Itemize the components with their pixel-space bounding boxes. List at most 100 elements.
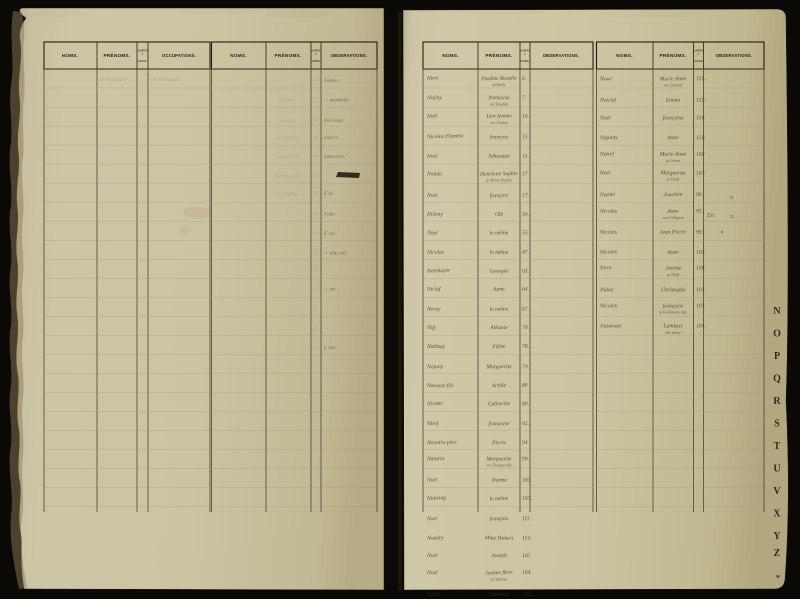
svg-text:ip Sutily: ip Sutily [493,83,506,87]
svg-text:françois: françois [490,133,508,140]
svg-text:55.: 55. [522,230,529,236]
svg-text:vve Doublet: vve Doublet [490,102,510,106]
svg-text:N: N [773,306,781,317]
svg-text:Noel: Noel [426,113,438,119]
svg-text:NUMÉRO: NUMÉRO [311,50,322,53]
svg-text:103.: 103. [522,477,532,483]
svg-text:101.: 101. [696,287,706,293]
svg-text:99.: 99. [696,230,703,236]
svg-text:90.: 90. [522,401,529,407]
svg-text:67.: 67. [522,306,529,312]
svg-text:R: R [773,396,781,407]
svg-text:OCCUPATIONS.: OCCUPATIONS. [162,53,196,58]
svg-text:P: P [774,351,780,362]
svg-text:Jeanne flore: Jeanne flore [485,569,513,577]
svg-text:95.: 95. [696,209,703,215]
svg-text:103.: 103. [696,250,706,256]
svg-text:Lambert: Lambert [662,323,683,329]
svg-text:107.: 107. [522,496,532,502]
svg-text:— ele: — ele [323,288,336,293]
svg-text:NUMÉRO: NUMÉRO [520,50,531,53]
svg-text:Nataria: Nataria [426,456,445,462]
svg-text:Noirting: Noirting [426,495,446,502]
svg-text:le même: le même [490,230,509,236]
svg-text:ORDRE.: ORDRE. [520,61,530,63]
svg-text:F. le.: F. le. [323,192,334,197]
svg-text:françois: françois [490,192,509,200]
svg-text:Nalot: Nalot [426,592,440,598]
svg-text:Nutrel: Nutrel [599,151,615,157]
svg-text:158.: 158. [696,135,706,141]
svg-text:NOMS.: NOMS. [62,53,79,58]
svg-text:156.: 156. [696,115,706,121]
svg-text:de qxerily: de qxerily [278,155,298,160]
svg-text:Neray: Neray [426,306,441,312]
svg-text:Nivotte: Nivotte [426,401,444,407]
svg-text:103.: 103. [696,303,706,309]
svg-text:10.: 10. [522,114,529,120]
svg-text:Noel: Noel [426,570,438,576]
svg-text:Jeannette: Jeannette [488,592,510,598]
svg-text:99.: 99. [522,456,529,462]
svg-text:le même: le même [490,496,509,503]
svg-text:PRÉNOMS.: PRÉNOMS. [660,51,687,58]
svg-text:n.: n. [730,214,735,220]
svg-text:Heleny: Heleny [426,212,443,218]
svg-text:— alle cell.: — alle cell. [323,251,347,256]
svg-text:ip Guillaume Ady: ip Guillaume Ady [659,311,687,315]
svg-text:89: 89 [522,383,528,389]
svg-text:17: 17 [313,98,318,103]
svg-text:90.: 90. [696,192,703,198]
svg-text:S: S [774,419,780,430]
svg-text:U: U [773,464,780,475]
svg-text:108.: 108. [696,265,706,271]
svg-text:70.: 70. [522,325,529,331]
svg-text:ORDRE.: ORDRE. [311,61,321,63]
svg-text:166: 166 [696,152,705,158]
svg-text:20: 20 [313,251,318,256]
svg-text:47.: 47. [522,250,529,256]
svg-text:Jeanne: Jeanne [491,477,507,483]
svg-text:17.: 17. [522,171,529,177]
svg-text:Sébastien: Sébastien [488,154,510,160]
svg-text:Noel: Noel [426,230,438,236]
svg-text:34.: 34. [521,212,529,218]
svg-text:O: O [773,329,781,340]
svg-text:20: 20 [313,288,318,293]
svg-text:Olé: Olé [495,212,504,218]
svg-text:Jean Pierre: Jean Pierre [660,229,687,236]
svg-text:Noel: Noel [426,154,438,160]
svg-text:ip Henry Sophie: ip Henry Sophie [486,179,512,183]
svg-text:PRÉNOMS.: PRÉNOMS. [104,51,131,58]
svg-text:Nainivart: Nainivart [599,323,622,329]
svg-text:vve Durand: vve Durand [664,84,682,88]
svg-text:Nadau: Nadau [426,171,442,177]
svg-text:vidxyxy: vidxyxy [281,119,296,124]
svg-text:Helety qoder: Helety qoder [275,175,301,180]
svg-text:Fed cond.: Fed cond. [323,119,344,124]
svg-text:6.: 6. [522,76,526,82]
svg-text:17.: 17. [522,193,529,199]
svg-text:64.: 64. [522,287,529,293]
svg-text:V: V [773,486,781,497]
svg-text:Navarre père: Navarre père [426,440,457,446]
svg-text:PRÉNOMS.: PRÉNOMS. [486,51,513,58]
svg-text:Niclaf: Niclaf [426,285,442,292]
svg-text:Marguerite: Marguerite [659,170,686,177]
svg-text:Nify: Nify [426,324,437,331]
svg-text:OBSERVATIONS.: OBSERVATIONS. [716,53,753,58]
svg-text:20: 20 [313,268,318,273]
svg-text:ORDRE.: ORDRE. [694,61,704,63]
svg-text:Nicolas: Nicolas [599,209,617,215]
svg-text:19: 19 [313,232,318,237]
svg-text:Niret: Niret [426,75,439,81]
svg-text:114.: 114. [522,536,531,542]
svg-text:ip Nieff: ip Nieff [667,273,679,277]
svg-text:Christophe: Christophe [661,287,686,293]
svg-text:Niguiny: Niguiny [599,135,618,141]
svg-text:Nicolas: Nicolas [599,230,617,236]
svg-text:Fad ce: Fad ce [323,136,339,141]
svg-text:Noel: Noel [599,170,611,176]
svg-text:21: 21 [313,328,318,333]
svg-text:le même: le même [490,306,509,312]
